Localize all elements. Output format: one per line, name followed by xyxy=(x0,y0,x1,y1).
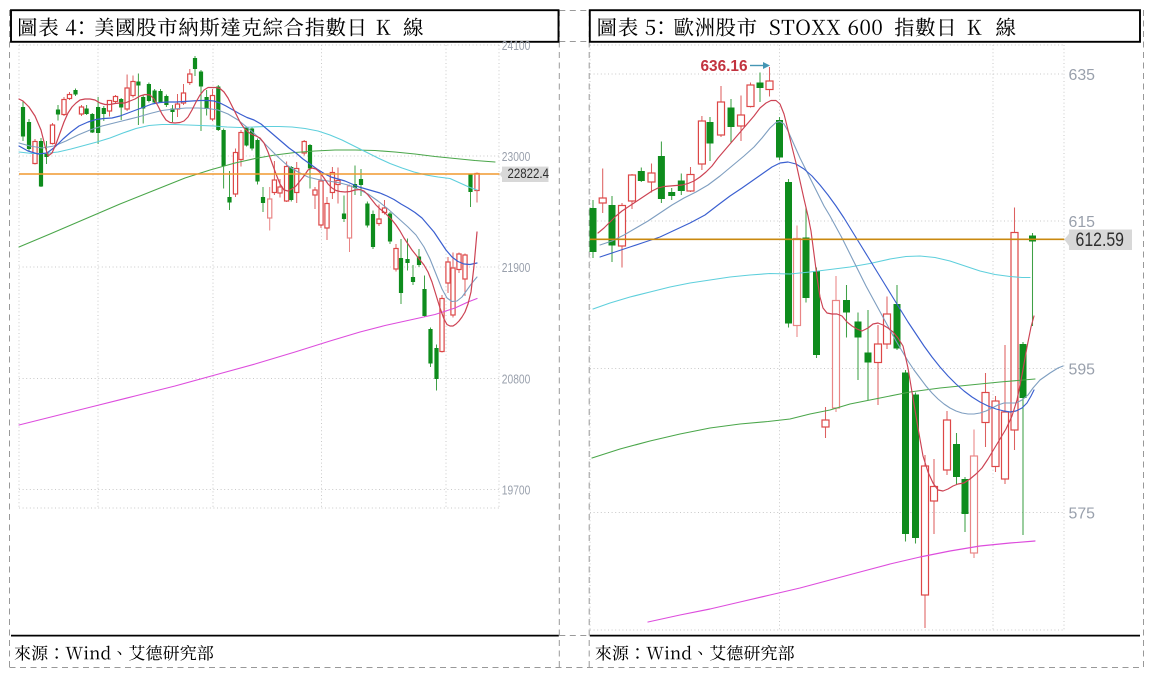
svg-text:19700: 19700 xyxy=(502,482,531,497)
svg-text:636.16: 636.16 xyxy=(701,58,748,75)
svg-text:22822.4: 22822.4 xyxy=(508,166,550,182)
svg-text:20800: 20800 xyxy=(502,371,531,386)
svg-text:595: 595 xyxy=(1069,361,1096,378)
svg-text:615: 615 xyxy=(1069,214,1096,231)
svg-text:612.59: 612.59 xyxy=(1076,229,1125,251)
svg-text:575: 575 xyxy=(1069,505,1096,522)
svg-text:23000: 23000 xyxy=(502,149,531,164)
svg-text:635: 635 xyxy=(1069,67,1096,84)
svg-text:24100: 24100 xyxy=(502,38,531,53)
svg-text:21900: 21900 xyxy=(502,260,531,275)
